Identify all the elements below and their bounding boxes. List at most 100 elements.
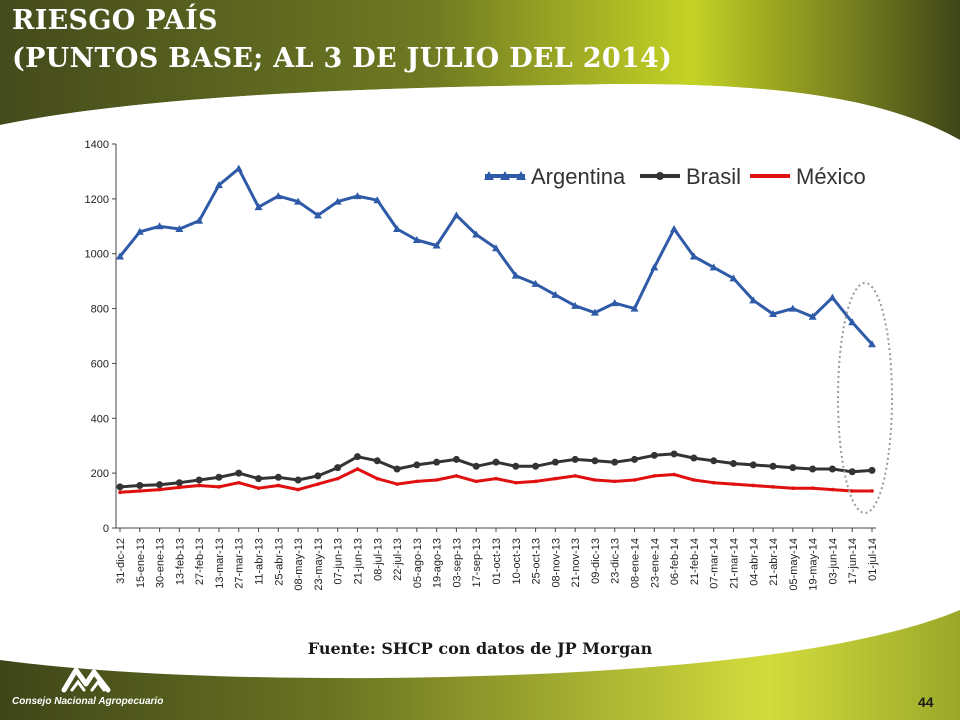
data-point [452,455,460,463]
y-tick-label: 1000 [85,249,109,261]
data-point [393,465,401,473]
data-point [591,457,599,465]
x-tick-label: 22-jul-13 [392,538,404,581]
legend-marker [656,172,664,180]
data-point [454,474,459,478]
data-point [749,296,758,304]
data-point [432,241,441,249]
x-tick-label: 15-ene-13 [135,538,147,588]
cna-logo-icon [61,667,111,693]
x-tick-label: 27-mar-13 [234,538,246,589]
data-point [731,482,736,486]
x-tick-label: 30-ene-13 [155,538,167,588]
x-tick-label: 23-dic-13 [610,538,622,584]
chart-legend: Argentina Brasil México [484,164,866,189]
data-point [415,479,419,484]
data-point [355,467,360,471]
data-point [670,450,678,458]
x-tick-label: 10-oct-13 [511,538,523,584]
data-point [810,486,815,491]
data-point [632,478,637,482]
data-point [492,244,500,252]
x-tick-label: 06-feb-14 [669,538,681,585]
source-note: Fuente: SHCP con datos de JP Morgan [307,639,653,658]
y-tick-label: 600 [91,358,109,370]
legend-label: Brasil [686,164,741,189]
x-tick-label: 23-may-13 [313,538,325,591]
data-point [553,476,558,481]
data-point [353,192,362,200]
title-line-1: RIESGO PAÍS [12,5,218,36]
data-point [791,486,795,491]
data-point [573,474,577,478]
chart-series [116,164,876,495]
data-point [610,299,619,307]
data-point [274,473,282,481]
x-tick-label: 08-ene-14 [630,538,642,588]
data-point [334,464,342,472]
data-point [294,476,302,484]
data-point [452,211,461,219]
data-point [828,465,836,473]
data-point [472,462,480,470]
data-point [650,451,658,459]
data-point [157,487,162,492]
data-point [474,479,479,484]
data-point [751,483,756,488]
data-point [276,483,281,488]
data-point [274,192,283,200]
data-point [848,318,857,326]
data-point [472,230,481,238]
data-point [612,479,617,484]
x-tick-label: 01-oct-13 [491,538,503,584]
data-point [235,469,243,477]
y-tick-label: 400 [91,413,109,425]
data-point [769,310,778,318]
data-point [137,489,142,493]
x-tick-label: 07-mar-14 [709,538,721,589]
data-point [512,462,520,470]
x-tick-label: 19-ago-13 [432,538,444,588]
data-point [531,279,540,287]
data-point [611,458,619,466]
data-point [116,252,124,260]
data-point [135,227,144,235]
data-point [116,483,124,491]
data-point [492,458,500,466]
legend-marker [500,171,510,180]
data-point [672,472,676,477]
x-tick-label: 09-dic-13 [590,538,602,584]
legend-marker [484,171,494,180]
data-point [393,225,402,233]
data-point [769,462,777,470]
x-tick-label: 25-oct-13 [531,538,543,584]
data-point [630,304,639,312]
x-tick-label: 04-abr-14 [748,538,760,586]
data-point [511,271,520,279]
data-point [689,252,698,260]
data-point [433,458,441,466]
data-point [175,225,184,233]
highlight-ellipse [837,282,893,514]
x-tick-label: 17-jun-14 [847,538,859,584]
data-point [650,263,659,271]
data-point [749,461,757,469]
data-point [175,479,183,487]
slide-title: RIESGO PAÍS (PUNTOS BASE; AL 3 DE JULIO … [12,2,672,78]
data-point [788,304,797,312]
data-point [513,480,518,485]
x-tick-label: 05-ago-13 [412,538,424,588]
y-tick-label: 800 [91,304,109,316]
data-point [850,489,855,493]
x-tick-label: 13-feb-13 [174,538,186,585]
data-point [296,487,300,492]
data-point [789,464,797,472]
org-name: Consejo Nacional Agropecuario [12,696,164,707]
data-point [155,222,164,230]
data-point [808,312,817,320]
bottom-banner [0,610,960,720]
data-point [551,290,560,298]
x-tick-label: 11-abr-13 [254,538,266,585]
data-point [533,479,538,484]
